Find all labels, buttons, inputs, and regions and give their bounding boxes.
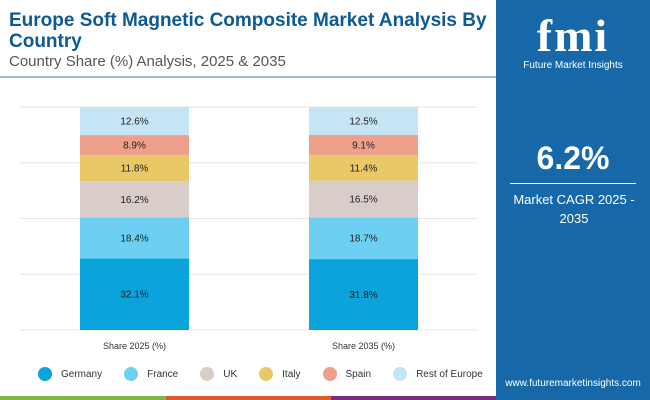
data-label: 16.2% bbox=[120, 195, 148, 206]
legend-label: Spain bbox=[345, 368, 372, 380]
bar-segment-rest-of-europe bbox=[309, 107, 418, 135]
legend-item: Spain bbox=[322, 367, 372, 381]
data-label: 11.8% bbox=[121, 164, 149, 175]
logo-name: Future Market Insights bbox=[523, 60, 623, 71]
fmi-logo: fmi Future Market Insights bbox=[496, 10, 650, 72]
data-label: 8.9% bbox=[123, 141, 146, 152]
legend-item: France bbox=[124, 367, 178, 381]
legend: Germany France UK Italy Spain Rest of Europe bbox=[38, 367, 505, 381]
x-tick-label: Share 2025 (%) bbox=[103, 341, 166, 351]
bar-segment-italy bbox=[309, 155, 418, 181]
side-panel: fmi Future Market Insights 6.2% Market C… bbox=[496, 0, 650, 400]
legend-swatch bbox=[38, 367, 52, 381]
legend-label: France bbox=[147, 368, 179, 380]
bar-segment-france bbox=[80, 217, 189, 259]
website-link[interactable]: www.futuremarketinsights.com bbox=[505, 378, 641, 389]
divider bbox=[0, 76, 496, 78]
stripe-purple bbox=[331, 396, 496, 400]
logo-mark: fmi bbox=[536, 10, 610, 61]
page-title: Europe Soft Magnetic Composite Market An… bbox=[9, 10, 487, 52]
bar-segment-uk bbox=[80, 181, 189, 218]
legend-item: Rest of Europe bbox=[393, 367, 483, 381]
data-label: 9.1% bbox=[352, 141, 375, 152]
legend-label: UK bbox=[223, 368, 238, 380]
divider bbox=[510, 183, 636, 184]
bar-segment-rest-of-europe bbox=[80, 107, 189, 136]
bar-segment-germany bbox=[80, 258, 189, 330]
legend-item: UK bbox=[200, 367, 237, 381]
legend-swatch bbox=[259, 367, 274, 381]
data-label: 18.4% bbox=[120, 233, 148, 244]
data-label: 31.8% bbox=[349, 290, 377, 301]
bar-segment-france bbox=[309, 217, 418, 260]
data-label: 18.7% bbox=[349, 234, 377, 245]
cagr-value: 6.2% bbox=[536, 140, 610, 176]
data-label: 12.5% bbox=[349, 116, 377, 127]
stripe-green bbox=[0, 396, 166, 400]
stacked-bar-chart: 32.1% 18.4% 16.2% 11.8% 8.9% 12.6% Share 2025 … bbox=[20, 106, 478, 351]
bar-segment-spain bbox=[309, 134, 418, 156]
stripe-orange bbox=[166, 396, 331, 400]
data-label: 16.5% bbox=[349, 194, 377, 205]
bar-segment-spain bbox=[80, 135, 189, 155]
legend-swatch bbox=[124, 367, 139, 381]
legend-item: Germany bbox=[38, 367, 102, 381]
page-subtitle: Country Share (%) Analysis, 2025 & 2035 bbox=[9, 53, 286, 70]
x-tick-label: Share 2035 (%) bbox=[332, 341, 395, 351]
bar-segment-germany bbox=[309, 259, 418, 330]
data-label: 32.1% bbox=[120, 290, 148, 301]
bar-segment-italy bbox=[80, 154, 189, 182]
bar-segment-uk bbox=[309, 180, 418, 218]
data-label: 11.4% bbox=[350, 163, 378, 174]
legend-swatch bbox=[200, 367, 215, 381]
legend-label: Germany bbox=[61, 368, 103, 380]
cagr-label: Market CAGR 2025 - 2035 bbox=[513, 192, 635, 226]
data-label: 12.6% bbox=[120, 117, 148, 128]
legend-label: Italy bbox=[282, 368, 301, 380]
legend-label: Rest of Europe bbox=[416, 368, 483, 380]
legend-item: Italy bbox=[259, 367, 301, 381]
legend-swatch bbox=[393, 367, 408, 381]
legend-swatch bbox=[322, 367, 337, 381]
